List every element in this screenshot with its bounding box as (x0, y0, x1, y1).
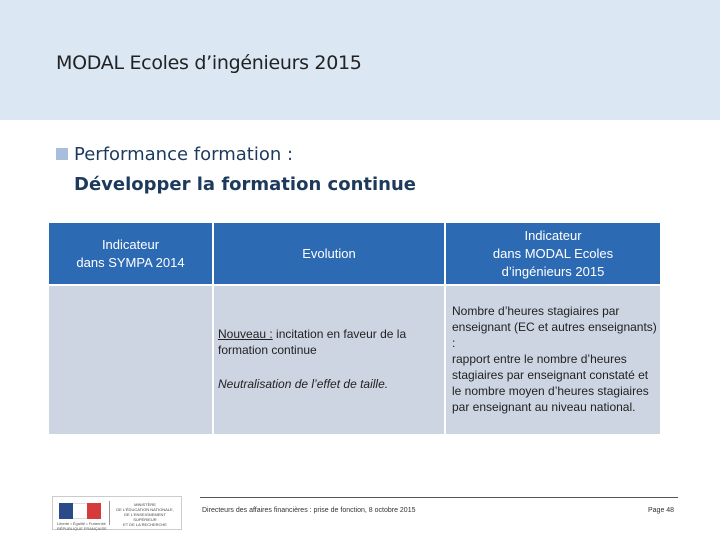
bullet-heading-row: Performance formation : (56, 144, 293, 165)
table-cell-modal: Nombre d’heures stagiaires par enseignan… (446, 286, 660, 434)
logo-ministry-text: MINISTÈRE DE L'ÉDUCATION NATIONALE, DE L… (116, 502, 174, 527)
logo-caption: Liberté • Égalité • Fraternité RÉPUBLIQU… (57, 521, 107, 531)
table-header-sympa: Indicateur dans SYMPA 2014 (49, 223, 212, 284)
subheading: Développer la formation continue (74, 174, 416, 195)
square-bullet-icon (56, 147, 68, 160)
evolution-new-paragraph: Nouveau : incitation en faveur de la for… (218, 326, 440, 358)
table-header-sympa-label: Indicateur dans SYMPA 2014 (76, 236, 185, 270)
table-header-evolution: Evolution (214, 223, 444, 284)
footer-divider (200, 497, 678, 498)
ministry-logo: Liberté • Égalité • Fraternité RÉPUBLIQU… (52, 496, 182, 531)
logo-divider (109, 501, 110, 525)
french-flag-icon (59, 503, 101, 519)
table-cell-sympa (49, 286, 212, 434)
table-cell-evolution: Nouveau : incitation en faveur de la for… (214, 286, 444, 434)
page-number: Page 48 (648, 507, 675, 514)
evolution-new-label: Nouveau : (218, 327, 273, 341)
indicator-2015-text: Nombre d’heures stagiaires par enseignan… (452, 304, 657, 414)
table-header-evolution-label: Evolution (302, 245, 356, 261)
evolution-text: Nouveau : incitation en faveur de la for… (218, 326, 440, 410)
table-header-modal-label: Indicateur dans MODAL Ecoles d’ingénieur… (492, 227, 614, 279)
evolution-new-text: incitation en faveur de la formation con… (218, 327, 407, 357)
header-band (0, 0, 720, 120)
bullet-heading: Performance formation : (74, 144, 294, 165)
slide-title: MODAL Ecoles d’ingénieurs 2015 (56, 52, 362, 74)
footer-text: Directeurs des affaires financières : pr… (202, 507, 416, 514)
evolution-neutralisation: Neutralisation de l’effet de taille. (218, 377, 389, 391)
table-header-modal: Indicateur dans MODAL Ecoles d’ingénieur… (446, 223, 660, 284)
